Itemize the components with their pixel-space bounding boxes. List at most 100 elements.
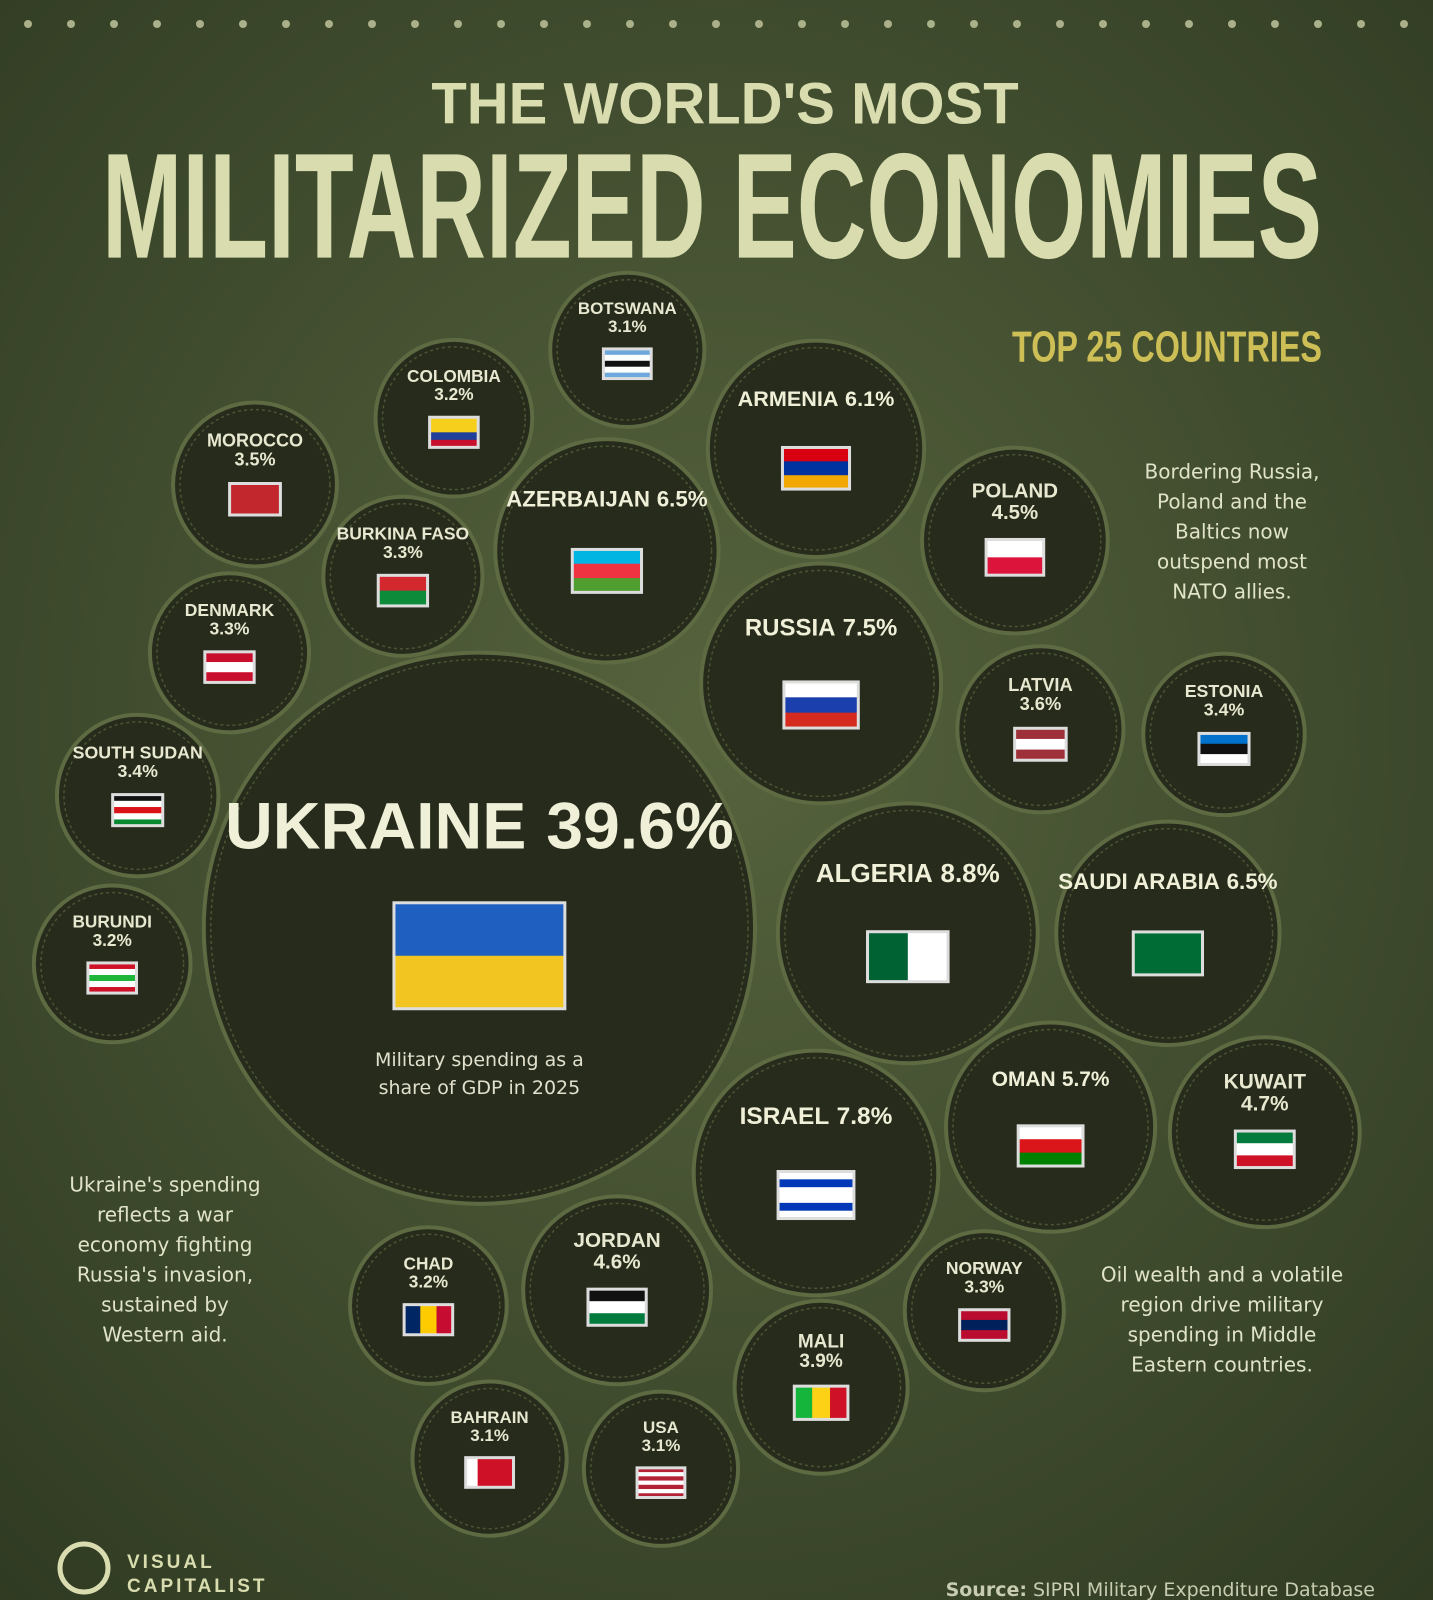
flag-stripe [637, 1480, 685, 1486]
flag-stripe [112, 800, 163, 808]
rivet [841, 20, 849, 28]
flag-stripe [1014, 728, 1067, 740]
value-label: 8.8% [941, 858, 1000, 888]
bubble-group: OMAN 5.7% [944, 1020, 1158, 1234]
rivet [153, 20, 161, 28]
annotation: NATO allies. [1172, 580, 1291, 604]
bubble-stitch [1149, 659, 1299, 809]
annotation: reflects a war [97, 1203, 234, 1227]
rivet [67, 20, 75, 28]
rivet [1099, 20, 1107, 28]
annotation: Ukraine's spending [69, 1173, 260, 1197]
country-name: KUWAIT [1224, 1070, 1307, 1093]
flag-border [203, 650, 256, 684]
country-name: RUSSIA [745, 615, 836, 642]
bubble-group: SAUDI ARABIA 6.5% [1054, 819, 1282, 1047]
value-label: 3.3% [383, 542, 423, 562]
annotation: region drive military [1121, 1293, 1324, 1317]
bubble-stitch [707, 569, 935, 798]
flag-stripe [393, 955, 565, 1010]
flag-stripe [830, 1386, 849, 1420]
bubble-stitch [210, 658, 749, 1198]
country-name: ISRAEL [740, 1103, 830, 1130]
bubble-stitch [952, 1028, 1149, 1226]
bubble-group: ARMENIA 6.1% [705, 338, 927, 559]
rivet [1013, 20, 1021, 28]
flag-stripe [959, 1319, 1009, 1331]
annotation: sustained by [101, 1293, 229, 1317]
bubble-stitch [356, 1233, 501, 1378]
flag-stripe [1014, 749, 1067, 761]
rivet [24, 20, 32, 28]
flag-stripe [637, 1472, 685, 1477]
flag-stripe [637, 1489, 685, 1494]
country-name: SOUTH SUDAN [73, 742, 203, 762]
value-label: 3.1% [608, 317, 647, 336]
flag-border [776, 1170, 856, 1221]
rivet [196, 20, 204, 28]
rivet [1314, 20, 1322, 28]
bubble-stitch [329, 502, 477, 650]
annotation: spending in Middle [1128, 1323, 1317, 1347]
value-label: 6.1% [845, 386, 894, 411]
flag-stripe [778, 1202, 854, 1212]
flag-stripe [572, 549, 642, 565]
bubble-stitch [381, 346, 527, 491]
country-name: MALI [798, 1331, 844, 1352]
flag-stripe [393, 902, 565, 957]
flag-stripe [87, 974, 137, 982]
country-name: COLOMBIA [407, 366, 501, 386]
flag-border [635, 1466, 687, 1500]
bubble-label: RUSSIA 7.5% [745, 615, 897, 642]
country-name: SAUDI ARABIA [1058, 869, 1220, 894]
flag-stripe [501, 1457, 515, 1488]
flag-border [402, 1303, 455, 1337]
flag-border [464, 1456, 516, 1489]
country-name: USA [643, 1418, 679, 1437]
rivet [1357, 20, 1365, 28]
rivet [884, 20, 892, 28]
annotation: Baltics now [1175, 520, 1289, 544]
rivet [927, 20, 935, 28]
flag-stripe [986, 557, 1044, 576]
bubble-label: AZERBAIJAN 6.5% [506, 486, 708, 511]
value-label: 7.8% [837, 1103, 893, 1130]
flag-border [111, 793, 165, 828]
flag-stripe [87, 987, 137, 994]
flag-stripe [1235, 1155, 1295, 1169]
annotation: Eastern countries. [1131, 1353, 1313, 1377]
country-name: MOROCCO [207, 431, 303, 451]
flag-stripe [959, 1330, 1009, 1341]
bubble-stitch [784, 809, 1032, 1057]
country-name: BURKINA FASO [337, 524, 470, 544]
flag-stripe [436, 1304, 454, 1335]
flag-stripe [404, 1304, 421, 1335]
value-label: 6.5% [657, 486, 708, 511]
bubble-stitch [556, 278, 699, 421]
bubble-stitch [40, 891, 185, 1037]
bubble-stitch [910, 1237, 1058, 1385]
bubble-group: ALGERIA 8.8% [775, 801, 1040, 1066]
flag-stripe [112, 794, 163, 802]
flag-stripe [783, 681, 859, 698]
flag-stripe [778, 1171, 854, 1180]
country-name: ESTONIA [1185, 681, 1264, 701]
value-label: 3.6% [1020, 693, 1062, 714]
flag-stripe [907, 931, 949, 982]
center-note: Military spending as a [375, 1049, 584, 1071]
bubble-label: OMAN 5.7% [992, 1068, 1110, 1091]
rivet [239, 20, 247, 28]
value-label: 4.7% [1241, 1092, 1289, 1115]
flag-stripe [429, 432, 479, 441]
value-label: 3.3% [210, 618, 250, 638]
bubble-label: ISRAEL 7.8% [740, 1103, 893, 1130]
flag-stripe [637, 1493, 685, 1499]
bubble-stitch [156, 579, 303, 727]
